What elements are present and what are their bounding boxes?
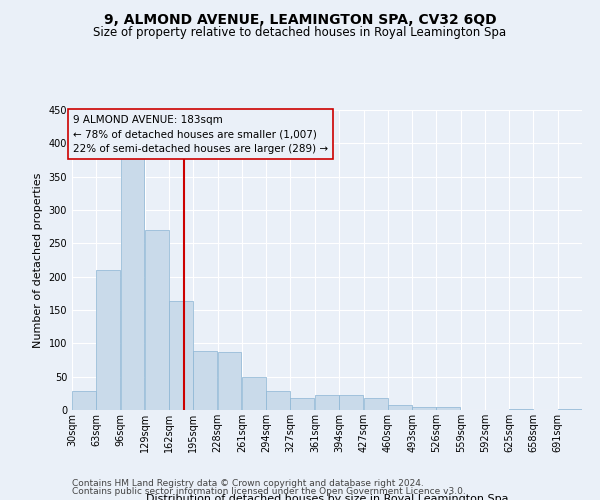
Bar xyxy=(242,376,266,410)
X-axis label: Distribution of detached houses by size in Royal Leamington Spa: Distribution of detached houses by size … xyxy=(146,494,508,500)
Bar xyxy=(315,396,339,410)
Text: Size of property relative to detached houses in Royal Leamington Spa: Size of property relative to detached ho… xyxy=(94,26,506,39)
Text: 9 ALMOND AVENUE: 183sqm
← 78% of detached houses are smaller (1,007)
22% of semi: 9 ALMOND AVENUE: 183sqm ← 78% of detache… xyxy=(73,114,328,154)
Text: 9, ALMOND AVENUE, LEAMINGTON SPA, CV32 6QD: 9, ALMOND AVENUE, LEAMINGTON SPA, CV32 6… xyxy=(104,12,496,26)
Bar xyxy=(290,398,314,410)
Bar xyxy=(169,302,193,410)
Bar xyxy=(193,352,217,410)
Bar xyxy=(436,408,460,410)
Bar xyxy=(388,406,412,410)
Bar xyxy=(121,154,145,410)
Text: Contains public sector information licensed under the Open Government Licence v3: Contains public sector information licen… xyxy=(72,487,466,496)
Bar xyxy=(412,408,436,410)
Bar xyxy=(145,230,169,410)
Bar xyxy=(364,398,388,410)
Bar xyxy=(266,392,290,410)
Y-axis label: Number of detached properties: Number of detached properties xyxy=(33,172,43,348)
Bar xyxy=(72,392,96,410)
Bar xyxy=(96,270,120,410)
Bar xyxy=(340,396,364,410)
Text: Contains HM Land Registry data © Crown copyright and database right 2024.: Contains HM Land Registry data © Crown c… xyxy=(72,478,424,488)
Bar xyxy=(218,352,241,410)
